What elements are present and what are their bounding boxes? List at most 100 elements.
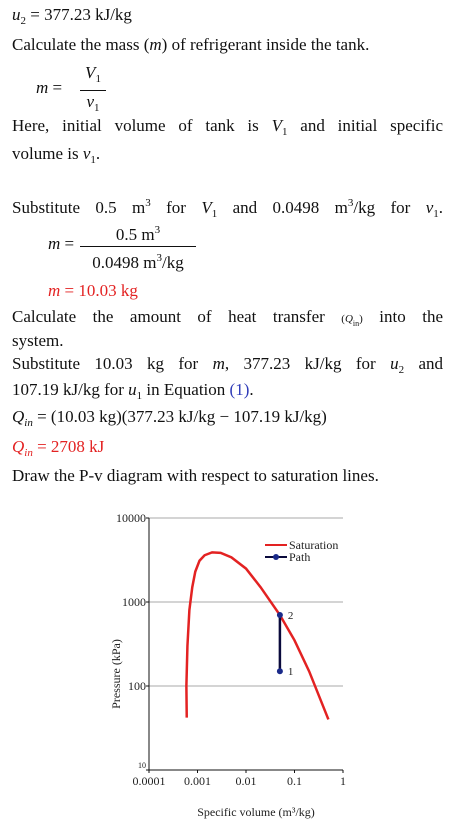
- text-run: system.: [12, 331, 64, 350]
- text-run: and 0.0498 m: [217, 198, 348, 217]
- text-run: ): [359, 313, 363, 325]
- text-line: Here, initial volume of tank is V1 and i…: [12, 115, 443, 143]
- y-axis-label: Pressure (kPa): [109, 639, 123, 709]
- text-run: (1): [229, 380, 250, 399]
- text-run: 0.0498 m3/kg: [80, 246, 196, 274]
- chart: 10 100 1000 10000 0.0001 0.001 0.01 0.1 1 Specifi…: [109, 511, 346, 819]
- text-run: Draw the P-v diagram with respect to sat…: [12, 466, 379, 485]
- text-run: /kg: [162, 253, 184, 272]
- text-run: Calculate the mass (: [12, 35, 150, 54]
- fraction: 0.5 m3 0.0498 m3/kg: [80, 219, 196, 274]
- text-run: (: [341, 313, 345, 325]
- text-run: = 377.23 kJ/kg: [26, 5, 132, 24]
- text-line: Substitute 0.5 m3 for V1 and 0.0498 m3/k…: [12, 192, 443, 225]
- point-marker: [276, 668, 283, 675]
- text-run: /kg for: [353, 198, 426, 217]
- text-line: Substitute 10.03 kg for m, 377.23 kJ/kg …: [12, 353, 443, 381]
- equation-line: u2 = 377.23 kJ/kg: [12, 4, 132, 32]
- text-run: .: [438, 198, 444, 217]
- text-line: Calculate the mass (m) of refrigerant in…: [12, 34, 369, 56]
- point-label: 2: [288, 610, 294, 622]
- result-line: Qin = 2708 kJ: [12, 436, 104, 464]
- text-run: v: [86, 92, 95, 111]
- text-run: volume is: [12, 144, 83, 163]
- subscript: 1: [95, 73, 101, 85]
- text-line: system.: [12, 330, 63, 352]
- text-run: into the: [362, 307, 444, 326]
- subscript: 2: [20, 15, 27, 27]
- text-run: 0.5 m3: [80, 219, 196, 246]
- text-line: 107.19 kJ/kg for u1 in Equation (1).: [12, 379, 254, 407]
- x-tick-label: 0.1: [287, 774, 302, 788]
- subscript: in: [24, 447, 33, 459]
- text-run: V: [85, 63, 96, 82]
- fraction: V1 v1: [80, 62, 106, 119]
- text-run: Here, initial volume of tank is: [12, 116, 272, 135]
- text-run: v: [425, 198, 434, 217]
- text-run: Substitute 0.5 m: [12, 198, 146, 217]
- text-line: Calculate the amount of heat transfer (Q…: [12, 306, 443, 335]
- text-run: u: [390, 354, 399, 373]
- text-run: v: [82, 144, 91, 163]
- text-run: Q: [12, 407, 25, 426]
- equation-line: m =: [36, 77, 62, 99]
- text-run: for: [150, 198, 202, 217]
- text-run: V: [201, 198, 212, 217]
- text-line: Draw the P-v diagram with respect to sat…: [12, 465, 379, 487]
- text-run: = (10.03 kg)(377.23 kJ/kg − 107.19 kJ/kg…: [32, 407, 327, 426]
- x-axis-label: Specific volume (m³/kg): [197, 805, 315, 819]
- text-line: volume is v1.: [12, 143, 100, 171]
- superscript: 3: [156, 252, 163, 264]
- y-tick-label: 10: [138, 761, 146, 770]
- subscript: 1: [136, 390, 143, 402]
- text-run: m: [212, 354, 225, 373]
- equation-line: Qin = (10.03 kg)(377.23 kJ/kg − 107.19 k…: [12, 406, 327, 434]
- text-run: m: [149, 35, 162, 54]
- text-run: = 10.03 kg: [60, 281, 138, 300]
- text-run: m: [48, 281, 61, 300]
- legend-label: Path: [289, 550, 310, 564]
- text-run: =: [48, 78, 63, 97]
- superscript: 3: [145, 197, 151, 209]
- text-run: .: [249, 380, 254, 399]
- text-run: and initial specific: [287, 116, 443, 135]
- text-run: u: [12, 5, 21, 24]
- text-run: .: [95, 144, 101, 163]
- text-run: ) of refrigerant inside the tank.: [161, 35, 370, 54]
- x-tick-label: 1: [340, 774, 346, 788]
- text-run: m: [36, 78, 49, 97]
- text-run: in Equation: [142, 380, 230, 399]
- subscript: 1: [90, 154, 96, 166]
- y-tick-label: 100: [128, 679, 146, 693]
- text-run: V1: [80, 62, 106, 90]
- point-marker: [276, 612, 283, 619]
- subscript: 1: [433, 208, 439, 220]
- subscript: 2: [398, 364, 405, 376]
- subscript: 1: [281, 126, 288, 138]
- text-run: Q: [12, 437, 25, 456]
- text-run: =: [60, 234, 75, 253]
- x-tick-label: 0.001: [184, 774, 211, 788]
- text-run: Q: [344, 313, 353, 325]
- text-run: 107.19 kJ/kg for: [12, 380, 129, 399]
- point-label: 1: [288, 666, 294, 678]
- legend-marker: [273, 554, 279, 560]
- text-run: v1: [80, 90, 106, 119]
- subscript: in: [24, 417, 33, 429]
- equation-line: m =: [48, 233, 74, 255]
- text-run: Calculate the amount of heat transfer: [12, 307, 342, 326]
- text-run: 0.5 m: [115, 225, 155, 244]
- text-run: = 2708 kJ: [32, 437, 105, 456]
- text-run: 0.0498 m: [92, 253, 157, 272]
- superscript: 3: [154, 224, 161, 236]
- subscript: 1: [94, 102, 100, 114]
- text-run: m: [48, 234, 61, 253]
- text-run: Substitute 10.03 kg for: [12, 354, 213, 373]
- text-run: u: [128, 380, 137, 399]
- subscript: in: [352, 319, 360, 328]
- text-run: and: [404, 354, 444, 373]
- text-run: , 377.23 kJ/kg for: [224, 354, 391, 373]
- subscript: 1: [211, 208, 218, 220]
- result-line: m = 10.03 kg: [48, 280, 138, 302]
